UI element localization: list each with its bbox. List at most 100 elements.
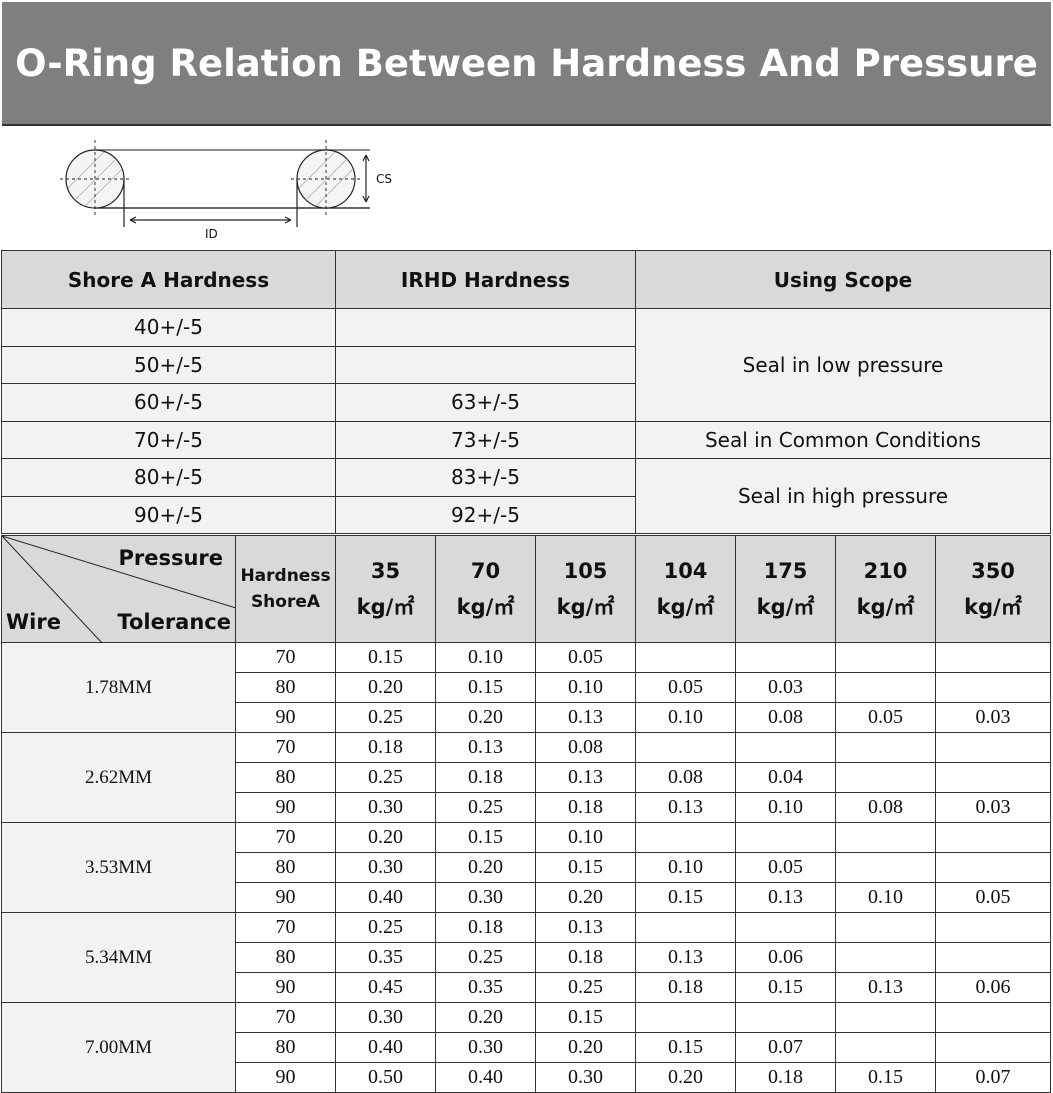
tolerance-cell: 0.25 (435, 792, 536, 823)
o-ring-diagram: ID CS (60, 140, 392, 241)
tolerance-cell (935, 912, 1051, 943)
header-shore-a: Shore A Hardness (1, 250, 336, 309)
pressure-header-175: 175 kg/㎡ (735, 535, 836, 643)
tolerance-cell: 0.18 (435, 762, 536, 793)
tolerance-cell: 0.45 (335, 972, 436, 1003)
tolerance-cell: 0.25 (335, 702, 436, 733)
tolerance-cell (635, 822, 736, 853)
tolerance-cell: 0.15 (435, 672, 536, 703)
pressure-unit: kg/㎡ (356, 595, 415, 619)
tolerance-cell: 0.35 (335, 942, 436, 973)
shore-cell: 50+/-5 (1, 345, 336, 384)
tolerance-cell (735, 642, 836, 673)
corner-pressure: Pressure (118, 546, 223, 570)
diagonal-lines (2, 536, 236, 643)
tolerance-cell: 0.15 (835, 1062, 936, 1093)
tolerance-cell (935, 1002, 1051, 1033)
shore-cell: 70+/-5 (1, 420, 336, 459)
tolerance-cell: 0.20 (435, 1002, 536, 1033)
tolerance-cell: 0.03 (935, 702, 1051, 733)
scope-high: Seal in high pressure (635, 458, 1051, 534)
tolerance-cell: 0.13 (635, 792, 736, 823)
tolerance-cell (835, 852, 936, 883)
tolerance-cell (935, 942, 1051, 973)
tolerance-cell: 0.10 (535, 672, 636, 703)
tolerance-cell (935, 732, 1051, 763)
tolerance-cell: 0.13 (535, 702, 636, 733)
pressure-header-210: 210 kg/㎡ (835, 535, 936, 643)
tolerance-cell: 0.20 (435, 702, 536, 733)
tolerance-cell: 0.20 (335, 672, 436, 703)
shorea-label: ShoreA (250, 592, 321, 612)
tolerance-cell: 0.05 (735, 852, 836, 883)
tolerance-cell: 0.25 (335, 762, 436, 793)
wire-size: 5.34MM (1, 912, 236, 1003)
pressure-value: 105 (563, 559, 608, 583)
tolerance-cell (835, 762, 936, 793)
pressure-value: 70 (470, 559, 501, 583)
tolerance-cell: 0.10 (735, 792, 836, 823)
pressure-value: 210 (863, 559, 908, 583)
id-label: ID (205, 227, 218, 241)
wire-size: 7.00MM (1, 1002, 236, 1093)
header-irhd: IRHD Hardness (335, 250, 636, 309)
tolerance-cell: 0.03 (935, 792, 1051, 823)
hardness-cell: 80 (235, 1032, 336, 1063)
tolerance-cell: 0.08 (735, 702, 836, 733)
tolerance-cell: 0.25 (535, 972, 636, 1003)
scope-common: Seal in Common Conditions (635, 420, 1051, 459)
tolerance-cell (935, 762, 1051, 793)
tolerance-cell: 0.05 (935, 882, 1051, 913)
hardness-cell: 90 (235, 702, 336, 733)
shore-cell: 40+/-5 (1, 308, 336, 347)
table-row: 2.62MM 70 0.18 0.13 0.08 (1, 732, 1051, 823)
tolerance-cell: 0.04 (735, 762, 836, 793)
hardness-table: Shore A Hardness IRHD Hardness Using Sco… (1, 250, 1051, 534)
hardness-cell: 70 (235, 822, 336, 853)
tolerance-cell (935, 852, 1051, 883)
tolerance-cell: 0.18 (435, 912, 536, 943)
pressure-unit: kg/㎡ (964, 595, 1022, 619)
hardness-cell: 90 (235, 882, 336, 913)
table-row: 80 0.25 0.18 0.13 0.08 0.04 (2, 762, 1051, 793)
tolerance-cell (935, 642, 1051, 673)
table-row: 90 0.30 0.25 0.18 0.13 0.10 0.08 0.03 (2, 792, 1051, 823)
pressure-header-35: 35 kg/㎡ (335, 535, 436, 643)
tolerance-cell: 0.13 (835, 972, 936, 1003)
tolerance-cell: 0.35 (435, 972, 536, 1003)
tolerance-cell: 0.30 (335, 852, 436, 883)
header-using-scope: Using Scope (635, 250, 1051, 309)
hardness-cell: 80 (235, 942, 336, 973)
tolerance-cell: 0.05 (535, 642, 636, 673)
tolerance-cell: 0.10 (635, 852, 736, 883)
tolerance-cell: 0.20 (535, 882, 636, 913)
table-row: 80 0.35 0.25 0.18 0.13 0.06 (2, 942, 1051, 973)
irhd-cell (335, 308, 636, 347)
tolerance-cell: 0.07 (735, 1032, 836, 1063)
tolerance-cell: 0.15 (635, 1032, 736, 1063)
irhd-cell: 83+/-5 (335, 458, 636, 497)
tolerance-cell: 0.18 (535, 792, 636, 823)
shore-cell: 80+/-5 (1, 458, 336, 497)
tolerance-cell (735, 822, 836, 853)
pressure-header-105: 105 kg/㎡ (535, 535, 636, 643)
scope-low: Seal in low pressure (635, 308, 1051, 422)
tolerance-cell (835, 822, 936, 853)
tolerance-cell: 0.13 (735, 882, 836, 913)
table-row: 5.34MM 70 0.25 0.18 0.13 (1, 912, 1051, 1003)
tolerance-cell: 0.15 (635, 882, 736, 913)
tolerance-cell: 0.10 (835, 882, 936, 913)
tolerance-cell (835, 642, 936, 673)
table-row: 80 0.20 0.15 0.10 0.05 0.03 (2, 672, 1051, 703)
table-row: 90 0.50 0.40 0.30 0.20 0.18 0.15 0.07 (2, 1062, 1051, 1093)
tolerance-cell: 0.05 (635, 672, 736, 703)
tolerance-cell (835, 912, 936, 943)
tolerance-cell: 0.18 (735, 1062, 836, 1093)
pressure-unit: kg/㎡ (656, 595, 715, 619)
wire-size: 3.53MM (1, 822, 236, 913)
tolerance-cell: 0.08 (835, 792, 936, 823)
tolerance-cell: 0.03 (735, 672, 836, 703)
pressure-value: 175 (763, 559, 808, 583)
pressure-unit: kg/㎡ (756, 595, 815, 619)
irhd-cell (335, 345, 636, 384)
